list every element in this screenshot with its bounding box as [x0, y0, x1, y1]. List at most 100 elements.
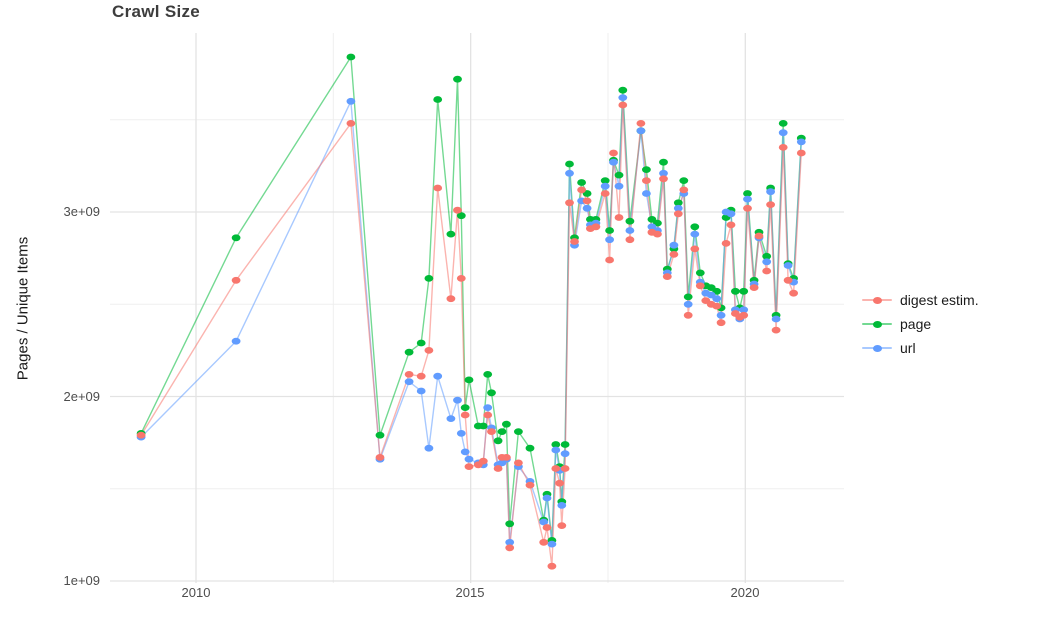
data-point-page — [453, 75, 462, 83]
legend-item-page: page — [862, 312, 1052, 336]
data-point-digest-estim- — [505, 544, 515, 552]
data-point-digest-estim- — [570, 238, 579, 245]
data-point-digest-estim- — [483, 411, 493, 419]
data-point-digest-estim- — [346, 120, 356, 127]
data-point-digest-estim- — [547, 562, 557, 570]
data-point-page — [478, 422, 488, 430]
data-point-page — [762, 252, 772, 260]
data-point-digest-estim- — [453, 206, 462, 214]
data-point-page — [565, 160, 574, 168]
data-point-url — [551, 446, 561, 454]
data-point-digest-estim- — [716, 319, 726, 327]
data-point-digest-estim- — [551, 465, 561, 472]
data-point-digest-estim- — [642, 177, 651, 185]
data-point-page — [577, 179, 586, 186]
data-point-digest-estim- — [542, 524, 552, 531]
data-point-page — [679, 177, 689, 185]
data-point-page — [497, 428, 507, 435]
data-point-page — [375, 431, 385, 439]
data-point-url — [726, 210, 736, 218]
data-point-digest-estim- — [778, 144, 788, 151]
legend-label: page — [900, 316, 932, 332]
legend-marker-digest-estim — [862, 293, 892, 307]
data-point-digest-estim- — [796, 149, 806, 157]
data-point-url — [796, 138, 806, 146]
data-point-digest-estim- — [683, 311, 693, 319]
legend-marker-page — [862, 317, 892, 331]
data-point-url — [743, 195, 752, 203]
data-point-page — [618, 86, 628, 94]
data-point-page — [614, 171, 624, 179]
data-point-url — [712, 295, 722, 303]
data-point-page — [683, 293, 693, 301]
data-point-url — [582, 204, 592, 212]
data-point-page — [460, 404, 470, 411]
data-point-digest-estim- — [433, 184, 443, 192]
data-point-page — [502, 420, 511, 428]
data-point-url — [771, 315, 781, 323]
data-point-url — [505, 538, 515, 546]
data-point-url — [433, 372, 443, 380]
data-point-digest-estim- — [404, 371, 414, 378]
data-point-digest-estim- — [789, 289, 798, 297]
data-point-url — [483, 404, 493, 411]
y-tick-label-3e09: 3e+09 — [63, 204, 100, 219]
data-point-digest-estim- — [424, 347, 434, 354]
data-point-page — [525, 444, 535, 452]
data-point-digest-estim- — [478, 457, 488, 465]
data-point-digest-estim- — [762, 267, 772, 275]
data-point-url — [739, 306, 749, 314]
data-point-digest-estim- — [690, 245, 700, 253]
data-point-url — [464, 455, 474, 463]
data-point-page — [625, 217, 635, 225]
data-point-page — [605, 227, 614, 234]
data-point-digest-estim- — [662, 273, 672, 280]
data-point-digest-estim- — [136, 431, 146, 439]
data-point-digest-estim- — [557, 522, 567, 529]
legend-dot-icon — [872, 296, 882, 304]
data-point-digest-estim- — [636, 120, 646, 127]
data-point-page — [487, 389, 496, 397]
data-point-digest-estim- — [560, 465, 570, 472]
data-point-digest-estim- — [487, 428, 496, 435]
y-axis-title: Pages / Unique Items — [14, 236, 32, 381]
data-point-url — [783, 262, 793, 269]
data-point-digest-estim- — [609, 149, 618, 157]
y-tick-label-1e09: 1e+09 — [63, 573, 100, 588]
data-point-url — [600, 182, 610, 190]
data-point-url — [539, 518, 549, 526]
data-point-url — [683, 300, 693, 308]
data-point-digest-estim- — [514, 459, 523, 467]
legend-item-url: url — [862, 336, 1052, 360]
data-point-digest-estim- — [726, 221, 736, 229]
data-point-digest-estim- — [231, 276, 241, 284]
data-point-page — [778, 120, 788, 127]
data-point-digest-estim- — [695, 282, 705, 290]
data-point-digest-estim- — [502, 454, 511, 461]
data-point-digest-estim- — [614, 214, 624, 221]
data-point-digest-estim- — [565, 199, 574, 207]
data-point-url — [453, 396, 462, 404]
data-point-digest-estim- — [591, 223, 601, 231]
legend-item-digest-estim: digest estim. — [862, 288, 1052, 312]
data-point-digest-estim- — [653, 230, 662, 238]
y-tick-label-2e09: 2e+09 — [63, 388, 100, 404]
legend-dot-icon — [872, 320, 882, 328]
data-point-page — [505, 520, 515, 528]
x-tick-label-2010: 2010 — [181, 585, 211, 600]
data-point-digest-estim- — [669, 251, 679, 258]
data-point-url — [456, 430, 466, 437]
data-point-url — [416, 387, 426, 395]
data-point-digest-estim- — [618, 101, 628, 109]
data-point-url — [231, 337, 241, 345]
data-point-digest-estim- — [600, 190, 610, 197]
data-point-page — [731, 287, 740, 295]
data-point-url — [673, 204, 683, 212]
data-point-url — [636, 127, 646, 135]
data-point-page — [231, 234, 241, 242]
data-point-url — [716, 311, 726, 319]
data-point-digest-estim- — [749, 284, 759, 291]
data-point-page — [659, 158, 668, 166]
data-point-page — [695, 269, 705, 277]
